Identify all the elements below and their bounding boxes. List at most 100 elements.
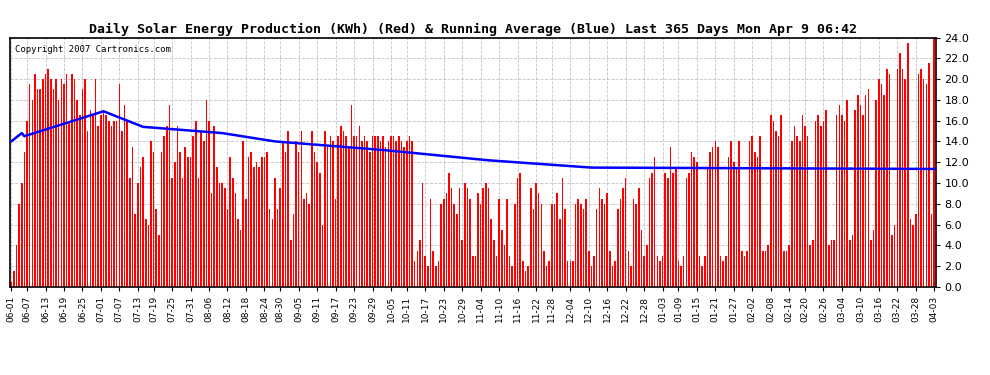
Bar	[854, 110, 856, 287]
Bar	[723, 261, 724, 287]
Bar	[934, 32, 935, 287]
Bar	[419, 240, 421, 287]
Bar	[520, 172, 521, 287]
Bar	[736, 167, 738, 287]
Bar	[298, 152, 299, 287]
Bar	[121, 131, 123, 287]
Bar	[435, 266, 437, 287]
Bar	[208, 121, 210, 287]
Bar	[677, 261, 679, 287]
Bar	[179, 152, 181, 287]
Bar	[303, 198, 305, 287]
Bar	[246, 198, 247, 287]
Bar	[685, 178, 687, 287]
Bar	[931, 214, 933, 287]
Bar	[921, 69, 922, 287]
Bar	[496, 256, 497, 287]
Bar	[411, 141, 413, 287]
Bar	[615, 261, 616, 287]
Bar	[701, 266, 703, 287]
Bar	[374, 136, 376, 287]
Bar	[659, 261, 660, 287]
Bar	[688, 172, 690, 287]
Bar	[358, 126, 360, 287]
Bar	[152, 152, 154, 287]
Bar	[775, 131, 777, 287]
Bar	[371, 136, 373, 287]
Bar	[387, 141, 389, 287]
Bar	[878, 79, 880, 287]
Bar	[490, 219, 492, 287]
Bar	[746, 251, 747, 287]
Bar	[433, 251, 434, 287]
Bar	[60, 79, 62, 287]
Bar	[379, 141, 381, 287]
Bar	[195, 121, 197, 287]
Bar	[625, 178, 627, 287]
Bar	[192, 136, 194, 287]
Bar	[656, 256, 658, 287]
Bar	[176, 126, 178, 287]
Bar	[277, 209, 278, 287]
Bar	[498, 198, 500, 287]
Bar	[528, 266, 529, 287]
Bar	[715, 141, 716, 287]
Bar	[810, 245, 811, 287]
Bar	[791, 141, 793, 287]
Bar	[45, 74, 47, 287]
Bar	[593, 256, 595, 287]
Bar	[227, 209, 229, 287]
Bar	[831, 240, 833, 287]
Bar	[648, 178, 650, 287]
Bar	[168, 105, 170, 287]
Bar	[469, 198, 471, 287]
Bar	[366, 141, 368, 287]
Bar	[604, 204, 605, 287]
Bar	[672, 172, 674, 287]
Bar	[40, 90, 41, 287]
Bar	[113, 121, 115, 287]
Bar	[910, 219, 911, 287]
Bar	[55, 79, 56, 287]
Bar	[894, 225, 896, 287]
Bar	[591, 266, 592, 287]
Bar	[870, 240, 872, 287]
Bar	[382, 136, 384, 287]
Bar	[461, 240, 463, 287]
Bar	[828, 245, 830, 287]
Bar	[620, 198, 621, 287]
Bar	[826, 110, 827, 287]
Bar	[680, 266, 682, 287]
Bar	[335, 198, 337, 287]
Bar	[717, 147, 719, 287]
Bar	[50, 79, 51, 287]
Bar	[783, 251, 785, 287]
Bar	[661, 256, 663, 287]
Bar	[820, 126, 822, 287]
Bar	[875, 100, 877, 287]
Bar	[97, 126, 99, 287]
Bar	[796, 136, 798, 287]
Bar	[564, 209, 566, 287]
Bar	[453, 204, 455, 287]
Bar	[76, 100, 78, 287]
Bar	[182, 178, 183, 287]
Bar	[664, 172, 666, 287]
Bar	[596, 209, 597, 287]
Bar	[466, 188, 468, 287]
Bar	[269, 209, 270, 287]
Bar	[32, 100, 33, 287]
Bar	[79, 116, 80, 287]
Bar	[166, 126, 167, 287]
Bar	[733, 162, 735, 287]
Bar	[807, 136, 809, 287]
Bar	[295, 141, 297, 287]
Bar	[849, 240, 850, 287]
Bar	[818, 116, 819, 287]
Bar	[427, 266, 429, 287]
Bar	[696, 162, 698, 287]
Bar	[19, 204, 20, 287]
Bar	[314, 152, 315, 287]
Bar	[390, 136, 392, 287]
Bar	[883, 94, 885, 287]
